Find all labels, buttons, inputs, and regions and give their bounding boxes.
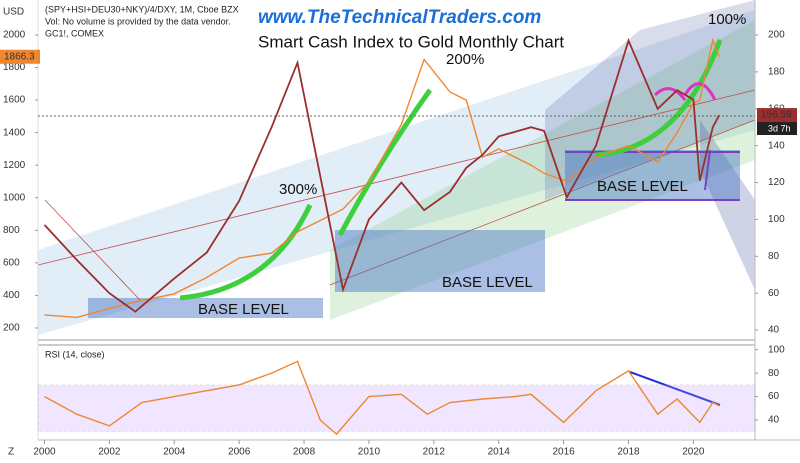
x-tick-label: 2012	[423, 447, 446, 458]
rsi-title: RSI (14, close)	[45, 349, 105, 359]
x-tick-label: 2018	[617, 447, 640, 458]
x-tick-label: 2014	[488, 447, 511, 458]
y-tick-label: 1000	[3, 192, 26, 203]
currency: USD	[3, 7, 24, 18]
y2-tick-label: 180	[768, 67, 785, 78]
annotation: BASE LEVEL	[597, 178, 688, 195]
y-tick-label: 1400	[3, 127, 26, 138]
y-tick-label: 40	[768, 415, 780, 426]
y2-tick-label: 80	[768, 251, 780, 262]
channels	[37, 0, 800, 441]
y-tick-label: 1800	[3, 62, 26, 73]
countdown-bg	[757, 122, 797, 135]
y2-tick-label: 120	[768, 177, 785, 188]
x-tick-label: 2002	[98, 447, 121, 458]
header: Vol: No volume is provided by the data v…	[45, 16, 231, 26]
y2-tick-label: 60	[768, 288, 780, 299]
annotation: BASE LEVEL	[442, 274, 533, 291]
x-tick-label: 2004	[163, 447, 186, 458]
series-line	[44, 360, 720, 436]
y-tick-label: 1200	[3, 160, 26, 171]
z: Z	[8, 447, 14, 458]
annotation: BASE LEVEL	[198, 301, 289, 318]
annotation: 100%	[708, 11, 746, 28]
y2-tick-label: 40	[768, 325, 780, 336]
x-tick-label: 2000	[33, 447, 56, 458]
last-value: 1866.3	[4, 51, 35, 62]
site: www.TheTechnicalTraders.com	[258, 7, 541, 28]
y2-tick-label: 200	[768, 30, 785, 41]
annotation: 200%	[446, 51, 484, 68]
y-tick-label: 600	[3, 257, 20, 268]
y-tick-label: 2000	[3, 30, 26, 41]
chart-title: Smart Cash Index to Gold Monthly Chart	[258, 32, 564, 51]
rsi-band	[37, 384, 756, 433]
y-tick-label: 100	[768, 344, 785, 355]
last-value-bg	[757, 108, 797, 123]
series-line	[44, 37, 720, 319]
x-tick-label: 2008	[293, 447, 316, 458]
y-tick-label: 80	[768, 368, 780, 379]
header: (SPY+HSI+DEU30+NKY)/4/DXY, 1M, Cboe BZX	[45, 4, 239, 14]
x-tick-label: 2010	[358, 447, 381, 458]
y-tick-label: 1600	[3, 95, 26, 106]
y-tick-label: 800	[3, 225, 20, 236]
y-tick-label: 200	[3, 323, 20, 334]
x-tick-label: 2016	[552, 447, 575, 458]
countdown: 3d 7h	[768, 123, 791, 133]
y-tick-label: 60	[768, 391, 780, 402]
y2-tick-label: 140	[768, 140, 785, 151]
x-tick-label: 2006	[228, 447, 251, 458]
x-tick-label: 2020	[682, 447, 705, 458]
header: GC1!, COMEX	[45, 28, 104, 38]
annotation: 300%	[279, 181, 317, 198]
y-tick-label: 400	[3, 290, 20, 301]
series-line	[43, 37, 721, 313]
last-value-bg	[0, 49, 40, 64]
last-value: 156.59	[761, 110, 792, 121]
y2-tick-label: 100	[768, 214, 785, 225]
